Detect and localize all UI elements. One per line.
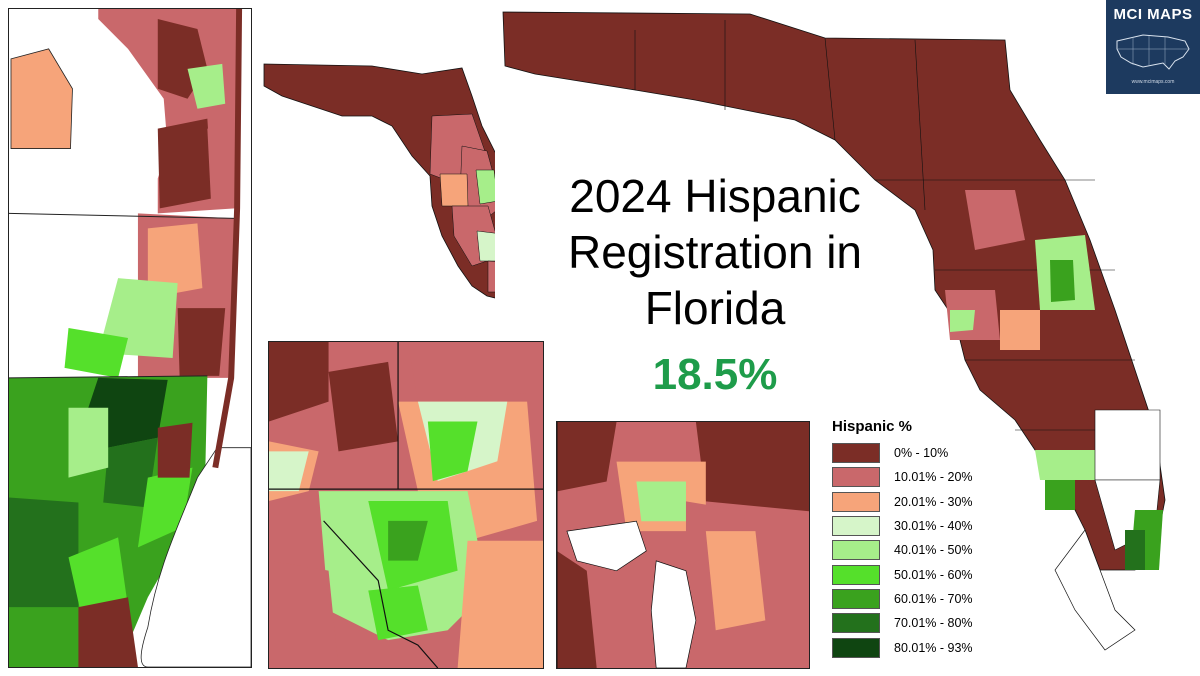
logo-subtext: www.mcimaps.com	[1131, 79, 1175, 85]
usa-map-icon	[1116, 34, 1190, 70]
legend-item: 40.01% - 50%	[832, 538, 982, 562]
legend-swatch	[832, 516, 880, 537]
legend-swatch	[832, 467, 880, 488]
legend-label: 70.01% - 80%	[894, 616, 973, 631]
legend-item: 60.01% - 70%	[832, 587, 982, 611]
legend-item: 50.01% - 60%	[832, 562, 982, 586]
legend-label: 30.01% - 40%	[894, 519, 973, 534]
map-title: 2024 Hispanic Registration in Florida	[567, 170, 863, 334]
legend-label: 40.01% - 50%	[894, 543, 973, 558]
legend-item: 10.01% - 20%	[832, 465, 982, 489]
legend-label: 80.01% - 93%	[894, 640, 973, 655]
legend-title: Hispanic %	[832, 418, 913, 435]
south-florida-inset-map	[8, 8, 252, 668]
tampa-bay-inset-map	[556, 421, 810, 669]
orlando-area-inset-map	[268, 341, 544, 669]
statewide-hispanic-share: 18.5%	[652, 350, 778, 399]
legend-swatch	[832, 491, 880, 512]
legend-swatch	[832, 588, 880, 609]
legend-swatch	[832, 564, 880, 585]
legend-label: 10.01% - 20%	[894, 470, 973, 485]
legend-swatch	[832, 613, 880, 634]
logo-text: MCI MAPS	[1113, 6, 1193, 23]
legend-item: 70.01% - 80%	[832, 611, 982, 635]
legend-item: 0% - 10%	[832, 441, 982, 465]
legend-label: 0% - 10%	[894, 446, 949, 461]
legend-item: 30.01% - 40%	[832, 514, 982, 538]
legend-item: 80.01% - 93%	[832, 635, 982, 659]
legend-swatch	[832, 443, 880, 464]
legend-swatch	[832, 637, 880, 658]
legend-label: 20.01% - 30%	[894, 494, 973, 509]
legend-swatch	[832, 540, 880, 561]
legend-label: 60.01% - 70%	[894, 591, 973, 606]
mci-maps-logo: MCI MAPS www.mcimaps.com	[1106, 0, 1200, 94]
legend: Hispanic % 0% - 10% 10.01% - 20% 20.01% …	[832, 418, 982, 660]
statewide-county-map	[262, 56, 536, 318]
legend-item: 20.01% - 30%	[832, 490, 982, 514]
legend-label: 50.01% - 60%	[894, 567, 973, 582]
